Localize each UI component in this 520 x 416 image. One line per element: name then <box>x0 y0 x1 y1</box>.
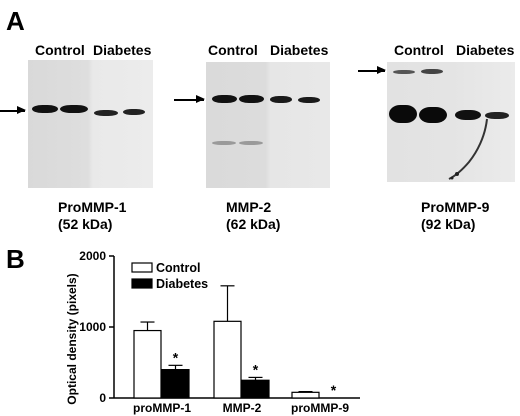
bar-control-prommp-1 <box>133 329 162 399</box>
blot3-size: (92 kDa) <box>421 216 476 232</box>
significance-marker: * <box>173 349 179 365</box>
blot1-band <box>123 109 145 115</box>
blot2-arrow <box>174 96 205 102</box>
significance-marker: * <box>331 382 337 398</box>
legend-label-control: Control <box>156 261 200 275</box>
blot2-band <box>298 97 320 103</box>
blot3-control-label: Control <box>394 42 444 58</box>
blot3-band <box>455 110 481 120</box>
blot3-arrow <box>358 67 386 73</box>
blot3-band <box>389 105 417 123</box>
y-axis-label: Optical density (pixels) <box>65 273 79 404</box>
panel-b-letter: B <box>6 244 25 274</box>
blot2-faint-band <box>212 141 236 145</box>
blot1-band <box>60 105 88 113</box>
blot1-diabetes-label: Diabetes <box>93 42 152 58</box>
blot3-band <box>393 70 415 74</box>
blot2-image <box>206 62 330 188</box>
x-tick-label: proMMP-9 <box>291 401 349 415</box>
blot3-band <box>419 107 447 123</box>
panel-a-letter: A <box>6 6 25 36</box>
blot2-band <box>239 95 264 103</box>
y-tick-label: 1000 <box>79 320 106 334</box>
x-tick-label: MMP-2 <box>223 401 262 415</box>
bar-diabetes-mmp-2 <box>241 379 270 399</box>
bar-control-mmp-2 <box>213 320 242 399</box>
blot1-protein: ProMMP-1 <box>58 199 127 215</box>
blot2-control-label: Control <box>208 42 258 58</box>
blot3-smear <box>448 118 488 180</box>
legend-swatch-control <box>131 262 153 273</box>
blot3-band <box>485 112 509 119</box>
blot2-protein: MMP-2 <box>226 199 272 215</box>
bar-chart: Optical density (pixels) 0 1000 2000 * proMM… <box>65 249 360 415</box>
blot1-control-label: Control <box>35 42 85 58</box>
legend-label-diabetes: Diabetes <box>156 277 208 291</box>
bar-control-prommp-9 <box>291 391 320 399</box>
blot1-arrow <box>0 107 26 113</box>
blot3-band <box>421 69 443 74</box>
blot1-image <box>28 60 153 188</box>
blot3-image <box>387 62 515 182</box>
x-tick-label: proMMP-1 <box>133 401 191 415</box>
significance-marker: * <box>253 361 259 377</box>
blot2-faint-band <box>239 141 263 145</box>
blot2-band <box>270 96 292 103</box>
blot2-size: (62 kDa) <box>226 216 281 232</box>
blot2-diabetes-label: Diabetes <box>270 42 329 58</box>
blot1-band <box>94 110 118 116</box>
bar-diabetes-prommp-1 <box>161 369 190 399</box>
blot3-diabetes-label: Diabetes <box>456 42 515 58</box>
legend-swatch-diabetes <box>131 278 153 289</box>
blot3-protein: ProMMP-9 <box>421 199 490 215</box>
y-tick-label: 0 <box>99 391 106 405</box>
blot1-size: (52 kDa) <box>58 216 113 232</box>
blot1-band <box>32 105 58 113</box>
blot2-band <box>212 95 237 103</box>
y-tick-label: 2000 <box>79 249 106 263</box>
